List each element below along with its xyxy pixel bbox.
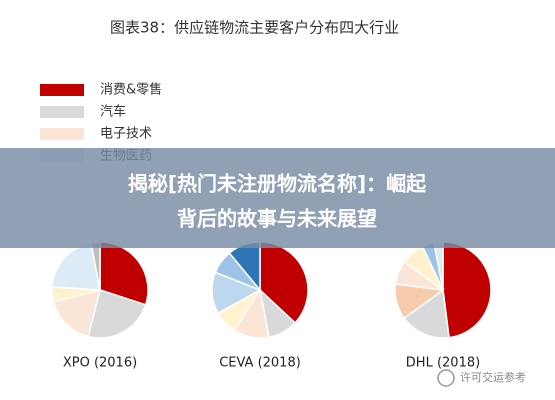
watermark: 许可交运参考: [460, 370, 526, 384]
legend-label: 消费&零售: [100, 82, 162, 98]
figure-title: 图表38：供应链物流主要客户分布四大行业: [110, 19, 399, 37]
banner: [0, 148, 555, 248]
legend-label: 汽车: [100, 104, 126, 120]
banner-text: 背后的故事与未来展望: [177, 207, 377, 231]
pie-title: XPO (2016): [63, 356, 137, 371]
pie-slice: [52, 288, 102, 338]
watermark-icon: [437, 369, 455, 387]
pie-title: CEVA (2018): [219, 356, 301, 371]
pie-slice: [87, 289, 147, 339]
pie-slice: [442, 241, 492, 339]
pie-title: DHL (2018): [406, 356, 480, 371]
legend-label: 电子技术: [100, 127, 152, 142]
pie-slice: [403, 288, 450, 339]
legend-swatch: [40, 128, 84, 140]
legend-swatch: [40, 106, 84, 118]
legend-swatch: [40, 84, 84, 96]
banner-text: 揭秘[热门未注册物流名称]：崛起: [128, 172, 427, 196]
